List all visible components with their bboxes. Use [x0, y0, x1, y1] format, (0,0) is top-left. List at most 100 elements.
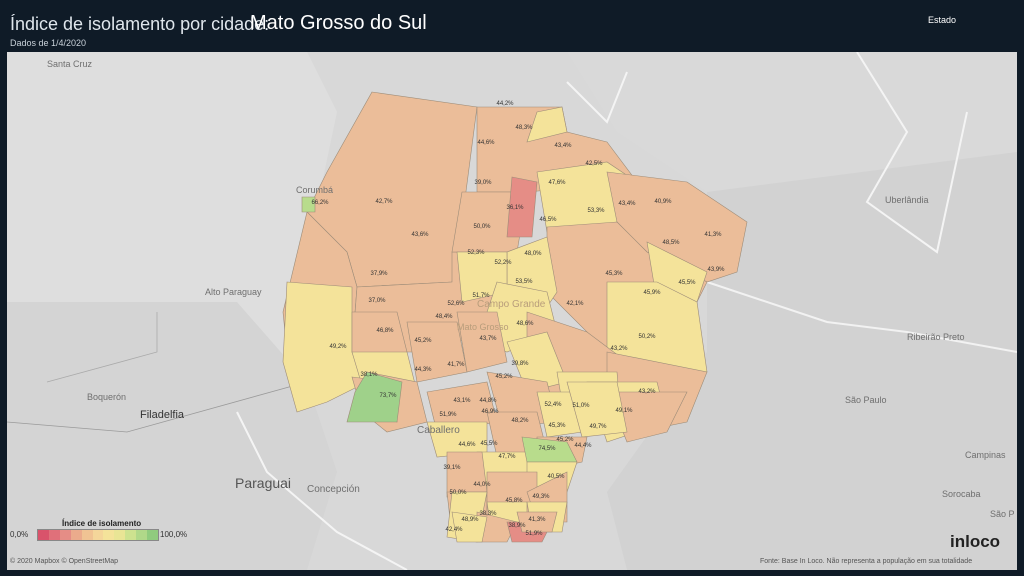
city-value-label: 38,1% [360, 372, 378, 378]
legend-swatch [147, 530, 158, 540]
city-value-label: 46,9% [481, 409, 499, 415]
state-filter-label[interactable]: Estado [928, 15, 957, 25]
region-eldorado [516, 511, 558, 533]
legend-swatch [125, 530, 137, 540]
city-value-label: 52,4% [544, 402, 562, 408]
city-value-label: 51,9% [439, 412, 457, 418]
city-value-label: 43,6% [411, 232, 429, 238]
city-value-label: 43,2% [610, 346, 628, 352]
city-value-label: 52,6% [447, 301, 465, 307]
label-filadelfia: Filadelfia [140, 409, 185, 421]
city-value-label: 53,3% [587, 208, 605, 214]
region-porto-murtinho [282, 281, 368, 413]
legend-swatch [38, 530, 49, 540]
city-value-label: 49,1% [615, 408, 633, 414]
city-value-label: 50,0% [449, 490, 467, 496]
city-value-label: 45,2% [414, 338, 432, 344]
city-value-label: 44,3% [414, 367, 432, 373]
city-value-label: 51,0% [572, 403, 590, 409]
city-value-label: 40,5% [547, 474, 565, 480]
label-caballero: Caballero [417, 425, 460, 436]
city-value-label: 43,1% [453, 398, 471, 404]
city-value-label: 48,5% [662, 240, 680, 246]
city-value-label: 51,7% [472, 293, 490, 299]
label-mato-grosso: Mato Grosso [457, 322, 509, 332]
city-value-label: 42,7% [375, 199, 393, 205]
city-value-label: 47,7% [498, 454, 516, 460]
city-value-label: 52,3% [467, 250, 485, 256]
city-value-label: 44,0% [473, 482, 491, 488]
city-value-label: 51,9% [525, 531, 543, 537]
city-value-label: 38,3% [479, 511, 497, 517]
label-campinas: Campinas [965, 450, 1006, 460]
label-sao-paulo: São Paulo [845, 395, 887, 405]
region-nw1 [526, 106, 568, 143]
label-corumba: Corumbá [296, 185, 334, 195]
city-value-label: 45,2% [556, 437, 574, 443]
city-value-label: 39,8% [511, 361, 529, 367]
city-value-label: 50,2% [638, 334, 656, 340]
city-value-label: 48,6% [516, 321, 534, 327]
city-value-label: 44,6% [458, 442, 476, 448]
city-value-label: 37,0% [368, 298, 386, 304]
city-value-label: 36,1% [506, 205, 524, 211]
city-value-label: 48,9% [461, 517, 479, 523]
city-value-label: 50,0% [473, 224, 491, 230]
city-value-label: 43,9% [707, 267, 725, 273]
city-value-label: 45,9% [643, 290, 661, 296]
paraguay-region [7, 302, 337, 570]
city-value-label: 45,3% [605, 271, 623, 277]
legend-swatch [92, 530, 104, 540]
legend-title: Índice de isolamento [62, 519, 142, 528]
label-boqueron: Boquerón [87, 392, 127, 402]
label-uberlandia: Uberlândia [885, 195, 929, 205]
title-prefix: Índice de isolamento por cidade: [10, 14, 270, 34]
legend-color-bar [37, 529, 159, 541]
city-value-label: 38,9% [508, 523, 526, 529]
city-value-label: 52,2% [494, 260, 512, 266]
legend-swatch [114, 530, 126, 540]
label-campo-grande: Campo Grande [477, 299, 546, 310]
legend-min-label: 0,0% [10, 530, 29, 539]
title-state: Mato Grosso do Sul [250, 12, 427, 34]
city-value-label: 48,4% [435, 314, 453, 320]
city-value-label: 66,2% [311, 200, 329, 206]
city-value-label: 47,6% [548, 180, 566, 186]
city-value-label: 44,4% [574, 443, 592, 449]
city-value-label: 74,5% [538, 446, 556, 452]
label-santa-cruz: Santa Cruz [47, 59, 93, 69]
city-value-label: 45,8% [505, 498, 523, 504]
label-alto-paraguay: Alto Paraguay [205, 287, 262, 297]
city-value-label: 39,0% [474, 180, 492, 186]
goias-region [567, 52, 1017, 192]
city-value-label: 41,3% [704, 232, 722, 238]
city-value-label: 43,4% [618, 201, 636, 207]
region-low [506, 176, 538, 238]
city-value-label: 48,3% [515, 125, 533, 131]
label-ribeirao-preto: Ribeirão Preto [907, 332, 965, 342]
city-value-label: 42,5% [585, 161, 603, 167]
city-value-label: 73,7% [379, 393, 397, 399]
choropleth-map[interactable]: 42,7% 43,6% 44,2% 48,3% 44,6% 43,4% 42,5% 39,0%… [7, 52, 1017, 570]
legend-swatch [136, 530, 148, 540]
city-value-label: 40,9% [654, 199, 672, 205]
city-value-label: 46,5% [539, 217, 557, 223]
region-sidrolandia [456, 311, 508, 373]
date-subtitle: Dados de 1/4/2020 [10, 38, 87, 48]
city-value-label: 42,4% [445, 527, 463, 533]
legend-swatch [70, 530, 82, 540]
city-value-label: 48,0% [524, 251, 542, 257]
city-value-label: 44,2% [496, 101, 514, 107]
legend-swatch [103, 530, 115, 540]
city-value-label: 48,2% [511, 418, 529, 424]
city-value-label: 46,8% [376, 328, 394, 334]
value-labels: 42,7% 43,6% 44,2% 48,3% 44,6% 43,4% 42,5% 39,0%… [311, 101, 725, 537]
city-value-label: 41,3% [528, 517, 546, 523]
city-value-label: 45,5% [480, 441, 498, 447]
data-source-note: Fonte: Base In Loco. Não representa a po… [760, 558, 973, 565]
legend-swatch [81, 530, 93, 540]
city-value-label: 53,5% [515, 279, 533, 285]
map-attribution[interactable]: © 2020 Mapbox © OpenStreetMap [10, 558, 118, 565]
label-concepcion: Concepción [307, 484, 360, 495]
